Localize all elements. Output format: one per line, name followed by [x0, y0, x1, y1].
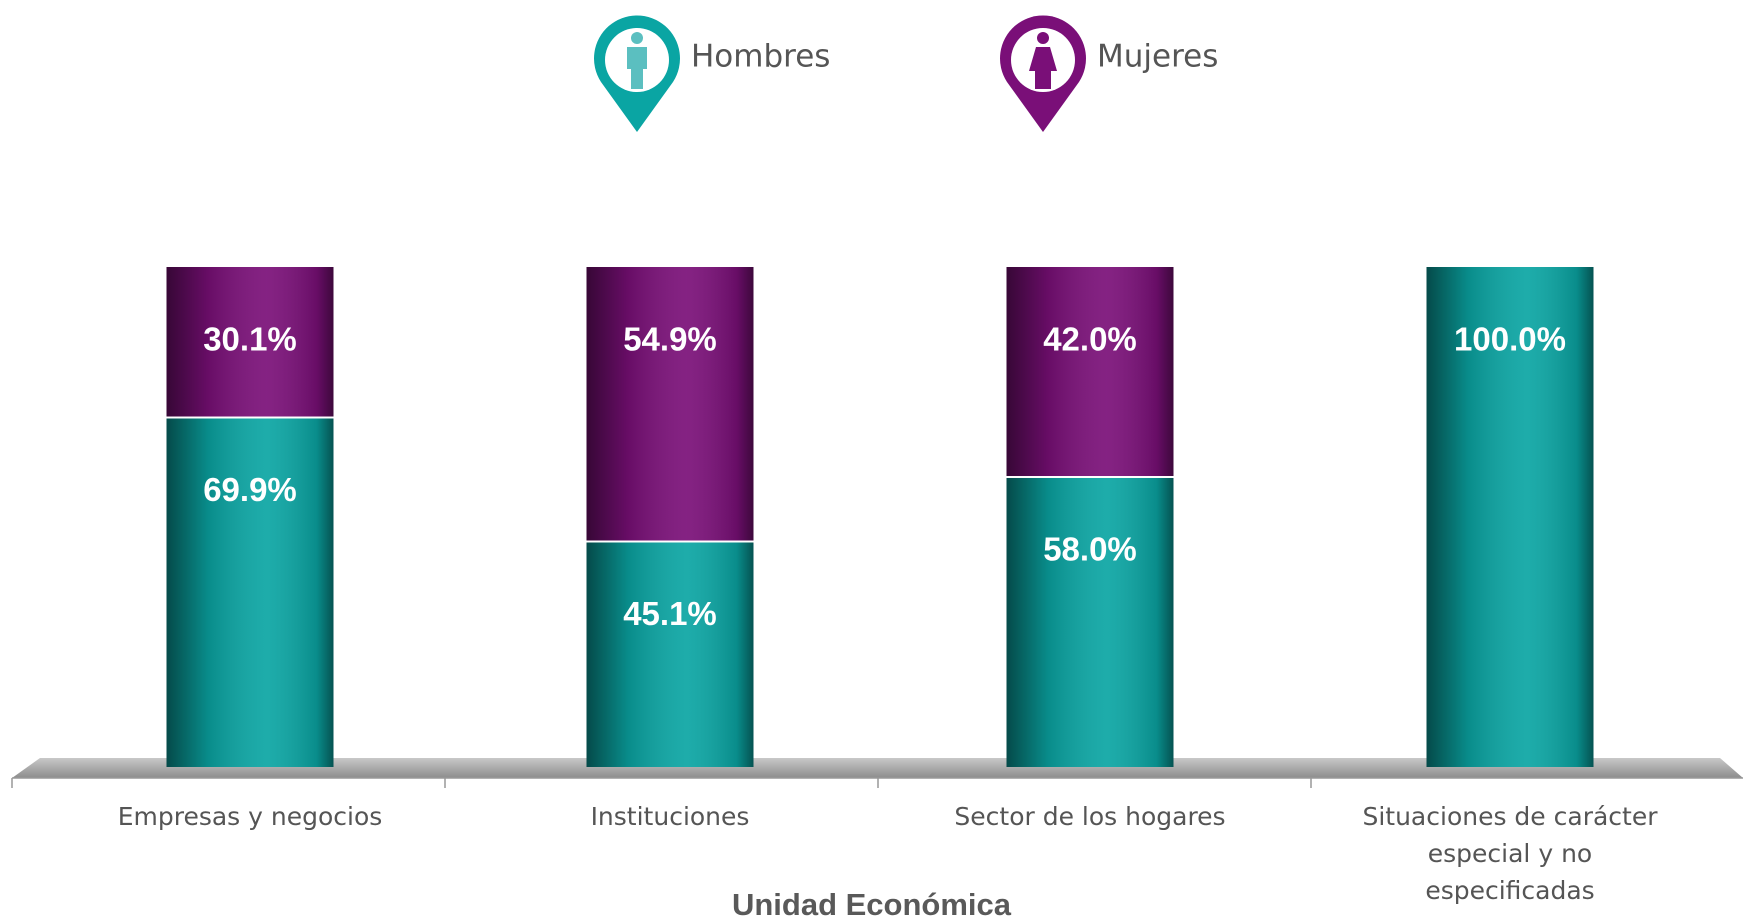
legend-item: Hombres	[594, 15, 830, 133]
data-label: 54.9%	[623, 321, 717, 358]
legend-label: Mujeres	[1097, 39, 1218, 75]
segment: 45.1%	[586, 541, 754, 767]
x-tick-label: Situaciones de carácter especial y no es…	[1362, 802, 1658, 905]
segment: 54.9%	[586, 267, 754, 543]
segment: 58.0%	[1006, 477, 1174, 767]
floor	[12, 758, 1743, 778]
data-label: 45.1%	[623, 595, 717, 632]
legend-icon-body	[1029, 47, 1057, 89]
legend-icon-body	[627, 47, 647, 89]
bar-shade	[166, 417, 334, 767]
data-label: 100.0%	[1454, 321, 1566, 358]
x-axis-title: Unidad Económica	[731, 887, 1012, 922]
bar-shade	[586, 267, 754, 542]
segment: 69.9%	[166, 417, 334, 767]
bar-shade	[1426, 267, 1594, 767]
segment: 30.1%	[166, 267, 334, 419]
bar-shade	[1006, 477, 1174, 767]
legend-item: Mujeres	[1000, 15, 1218, 133]
data-label: 30.1%	[203, 321, 297, 358]
x-tick-label: Sector de los hogares	[954, 802, 1226, 831]
data-label: 69.9%	[203, 471, 297, 508]
x-tick-label: Instituciones	[590, 802, 750, 831]
bar-shade	[166, 267, 334, 418]
legend-label: Hombres	[691, 39, 830, 75]
data-label: 42.0%	[1043, 321, 1137, 358]
bar-shade	[586, 541, 754, 767]
data-label: 58.0%	[1043, 531, 1137, 568]
segment: 100.0%	[1426, 267, 1594, 767]
bar-shade	[1006, 267, 1174, 477]
segment: 42.0%	[1006, 267, 1174, 478]
x-tick-label: Empresas y negocios	[117, 802, 383, 831]
legend-icon-head	[1037, 32, 1049, 44]
legend-icon-head	[631, 32, 643, 44]
